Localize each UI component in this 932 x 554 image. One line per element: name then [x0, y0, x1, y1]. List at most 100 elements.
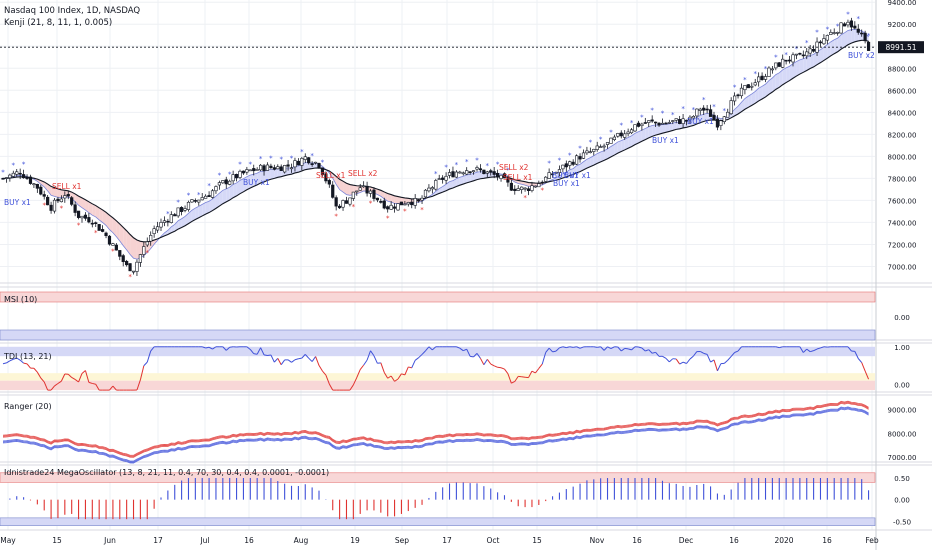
tdi-line [690, 356, 693, 359]
candle-body [434, 180, 437, 189]
signal-label: BUY x1 [553, 179, 580, 188]
candle-body [445, 176, 448, 180]
candle-body [33, 184, 36, 185]
candle-body [301, 158, 304, 165]
buy-marker: * [681, 105, 685, 113]
tdi-line [532, 371, 535, 373]
candle-body [177, 208, 180, 216]
x-tick-label: Aug [294, 536, 309, 545]
candle-body [623, 134, 626, 138]
candle-body [366, 186, 369, 193]
candle-body [696, 109, 699, 116]
buy-marker: * [228, 171, 232, 179]
buy-marker: * [558, 157, 562, 165]
x-tick-label: 17 [153, 536, 163, 545]
candle-body [812, 49, 815, 51]
candle-body [105, 233, 108, 236]
candle-body [259, 165, 262, 170]
candle-body [222, 180, 225, 182]
candle-body [441, 178, 444, 180]
buy-marker: * [12, 162, 16, 170]
tdi-line [295, 359, 298, 360]
candle-body [527, 189, 530, 191]
candle-body [249, 170, 252, 171]
ma-band [783, 68, 786, 85]
candle-body [81, 216, 84, 218]
y-tick-label: 8800.00 [888, 65, 917, 73]
tdi-line [470, 356, 473, 357]
candle-body [847, 22, 850, 25]
x-tick-label: 17 [442, 536, 452, 545]
tdi-line [3, 363, 6, 364]
candle-body [12, 173, 15, 176]
buy-marker: * [630, 119, 634, 127]
candle-body [531, 186, 534, 191]
y-tick-label: 7400.00 [888, 219, 917, 227]
mega-lower-zone [0, 518, 875, 526]
tdi-line [412, 360, 415, 368]
candle-body [452, 172, 455, 177]
ma-band [662, 124, 665, 133]
tdi-line [144, 362, 147, 366]
candle-body [84, 215, 87, 218]
candle-body [414, 198, 417, 205]
buy-marker: * [857, 15, 861, 23]
candle-body [634, 125, 637, 131]
candle-body [39, 187, 42, 194]
candle-body [211, 191, 214, 198]
candle-body [355, 191, 358, 192]
ranger-tick: 9000.00 [888, 406, 917, 414]
buy-marker: * [310, 152, 314, 160]
ma-band [134, 238, 137, 259]
buy-marker: * [218, 172, 222, 180]
x-tick-label: May [0, 536, 16, 545]
tdi-line [316, 356, 319, 365]
candle-body [283, 165, 286, 172]
candle-body [359, 188, 362, 191]
candle-body [218, 183, 221, 185]
candle-body [826, 35, 829, 40]
buy-marker: * [589, 139, 593, 147]
tdi-line [597, 347, 600, 348]
candle-body [579, 156, 582, 159]
ma-band [786, 66, 789, 82]
candle-body [256, 169, 259, 170]
candle-body [668, 122, 671, 123]
main-title: Nasdaq 100 Index, 1D, NASDAQ [4, 6, 140, 16]
candle-body [730, 101, 733, 114]
candle-body [228, 181, 231, 184]
tdi-line [319, 365, 322, 371]
y-tick-label: 7000.00 [888, 263, 917, 271]
buy-marker: * [176, 199, 180, 207]
ma-band [656, 125, 659, 135]
x-tick-label: Nov [590, 536, 605, 545]
candle-body [22, 174, 25, 177]
candle-body [771, 69, 774, 70]
candle-body [479, 169, 482, 170]
sell-marker: * [334, 212, 338, 220]
candle-body [2, 178, 5, 179]
candle-body [788, 60, 791, 61]
ranger-upper-line [3, 401, 869, 455]
ma-band [776, 73, 779, 90]
candle-body [64, 196, 67, 198]
candle-body [311, 164, 314, 165]
tdi-line [82, 370, 85, 373]
candle-body [568, 162, 571, 166]
buy-marker: * [290, 155, 294, 163]
candle-body [331, 185, 334, 197]
candle-body [854, 26, 857, 28]
y-tick-label: 8200.00 [888, 131, 917, 139]
candle-body [606, 142, 609, 144]
candle-body [740, 88, 743, 96]
buy-marker: * [269, 155, 273, 163]
y-tick-label: 8600.00 [888, 87, 917, 95]
candle-body [682, 119, 685, 124]
candle-body [603, 146, 606, 147]
buy-marker: * [300, 148, 304, 156]
candle-body [726, 112, 729, 117]
candle-body [194, 200, 197, 201]
candle-body [438, 179, 441, 180]
buy-marker: * [599, 135, 603, 143]
buy-marker: * [733, 83, 737, 91]
